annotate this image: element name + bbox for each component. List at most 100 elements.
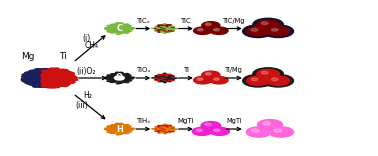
Circle shape <box>44 85 52 88</box>
Circle shape <box>59 72 67 75</box>
Circle shape <box>46 73 54 76</box>
Circle shape <box>168 28 172 29</box>
Circle shape <box>40 84 48 87</box>
Circle shape <box>151 77 155 79</box>
Text: CH₄: CH₄ <box>84 41 98 50</box>
Circle shape <box>110 74 115 76</box>
Circle shape <box>163 124 167 125</box>
Circle shape <box>243 25 273 38</box>
Circle shape <box>116 25 121 27</box>
Circle shape <box>124 131 129 133</box>
Circle shape <box>109 126 114 128</box>
Circle shape <box>171 28 175 29</box>
Circle shape <box>42 78 50 81</box>
Circle shape <box>167 81 172 82</box>
Circle shape <box>106 131 111 133</box>
Circle shape <box>118 131 122 133</box>
Circle shape <box>166 80 170 82</box>
Circle shape <box>154 130 158 132</box>
Circle shape <box>43 83 51 86</box>
Circle shape <box>124 126 129 128</box>
Circle shape <box>109 78 114 80</box>
Circle shape <box>166 30 170 32</box>
Circle shape <box>160 78 164 80</box>
Circle shape <box>121 27 126 29</box>
Circle shape <box>160 31 164 33</box>
Circle shape <box>40 83 48 86</box>
Circle shape <box>253 68 284 80</box>
Circle shape <box>154 28 158 29</box>
Circle shape <box>122 32 127 34</box>
Circle shape <box>53 77 60 80</box>
Circle shape <box>47 80 55 83</box>
Circle shape <box>157 25 161 27</box>
Circle shape <box>112 29 117 32</box>
Circle shape <box>157 125 161 127</box>
Circle shape <box>28 75 35 78</box>
Circle shape <box>156 127 161 129</box>
Circle shape <box>40 72 48 75</box>
Circle shape <box>171 78 175 80</box>
Circle shape <box>37 76 45 79</box>
Circle shape <box>201 122 221 130</box>
Circle shape <box>116 134 121 136</box>
Circle shape <box>261 22 268 25</box>
Circle shape <box>46 78 54 81</box>
Circle shape <box>122 81 127 83</box>
Circle shape <box>124 75 129 77</box>
Circle shape <box>51 72 58 76</box>
Circle shape <box>41 76 48 80</box>
Circle shape <box>119 81 124 83</box>
Circle shape <box>55 77 62 80</box>
Circle shape <box>129 78 134 80</box>
Circle shape <box>130 128 135 129</box>
Circle shape <box>50 77 57 80</box>
Circle shape <box>50 80 58 83</box>
Circle shape <box>125 73 130 75</box>
Circle shape <box>28 76 36 80</box>
Text: (i): (i) <box>83 34 91 43</box>
Circle shape <box>43 80 51 83</box>
Circle shape <box>43 81 51 84</box>
Circle shape <box>124 29 129 32</box>
Circle shape <box>263 74 293 87</box>
Circle shape <box>110 131 115 133</box>
Circle shape <box>160 132 164 133</box>
Circle shape <box>59 74 67 77</box>
Circle shape <box>160 127 164 129</box>
Circle shape <box>160 24 164 26</box>
Circle shape <box>49 81 57 84</box>
Circle shape <box>44 82 52 85</box>
Circle shape <box>50 82 58 85</box>
Circle shape <box>127 78 132 80</box>
Circle shape <box>40 81 48 84</box>
Circle shape <box>61 83 69 85</box>
Circle shape <box>47 72 55 75</box>
Text: Mg: Mg <box>21 52 34 61</box>
Circle shape <box>119 26 124 28</box>
Circle shape <box>125 132 130 134</box>
Circle shape <box>110 127 115 129</box>
Circle shape <box>33 73 40 77</box>
Circle shape <box>42 73 49 77</box>
Circle shape <box>50 79 57 83</box>
Circle shape <box>49 68 56 71</box>
Circle shape <box>156 27 161 28</box>
Circle shape <box>167 30 172 32</box>
Circle shape <box>166 77 170 79</box>
Circle shape <box>121 23 126 25</box>
Circle shape <box>257 69 279 79</box>
Circle shape <box>67 75 74 78</box>
Circle shape <box>53 85 60 88</box>
Circle shape <box>157 132 161 134</box>
Circle shape <box>246 76 269 85</box>
Circle shape <box>163 76 167 78</box>
Circle shape <box>154 29 158 31</box>
Circle shape <box>112 125 117 127</box>
Circle shape <box>112 27 117 29</box>
Circle shape <box>110 73 115 75</box>
Circle shape <box>36 81 43 84</box>
Circle shape <box>47 82 54 85</box>
Circle shape <box>121 125 125 127</box>
Circle shape <box>51 71 58 74</box>
